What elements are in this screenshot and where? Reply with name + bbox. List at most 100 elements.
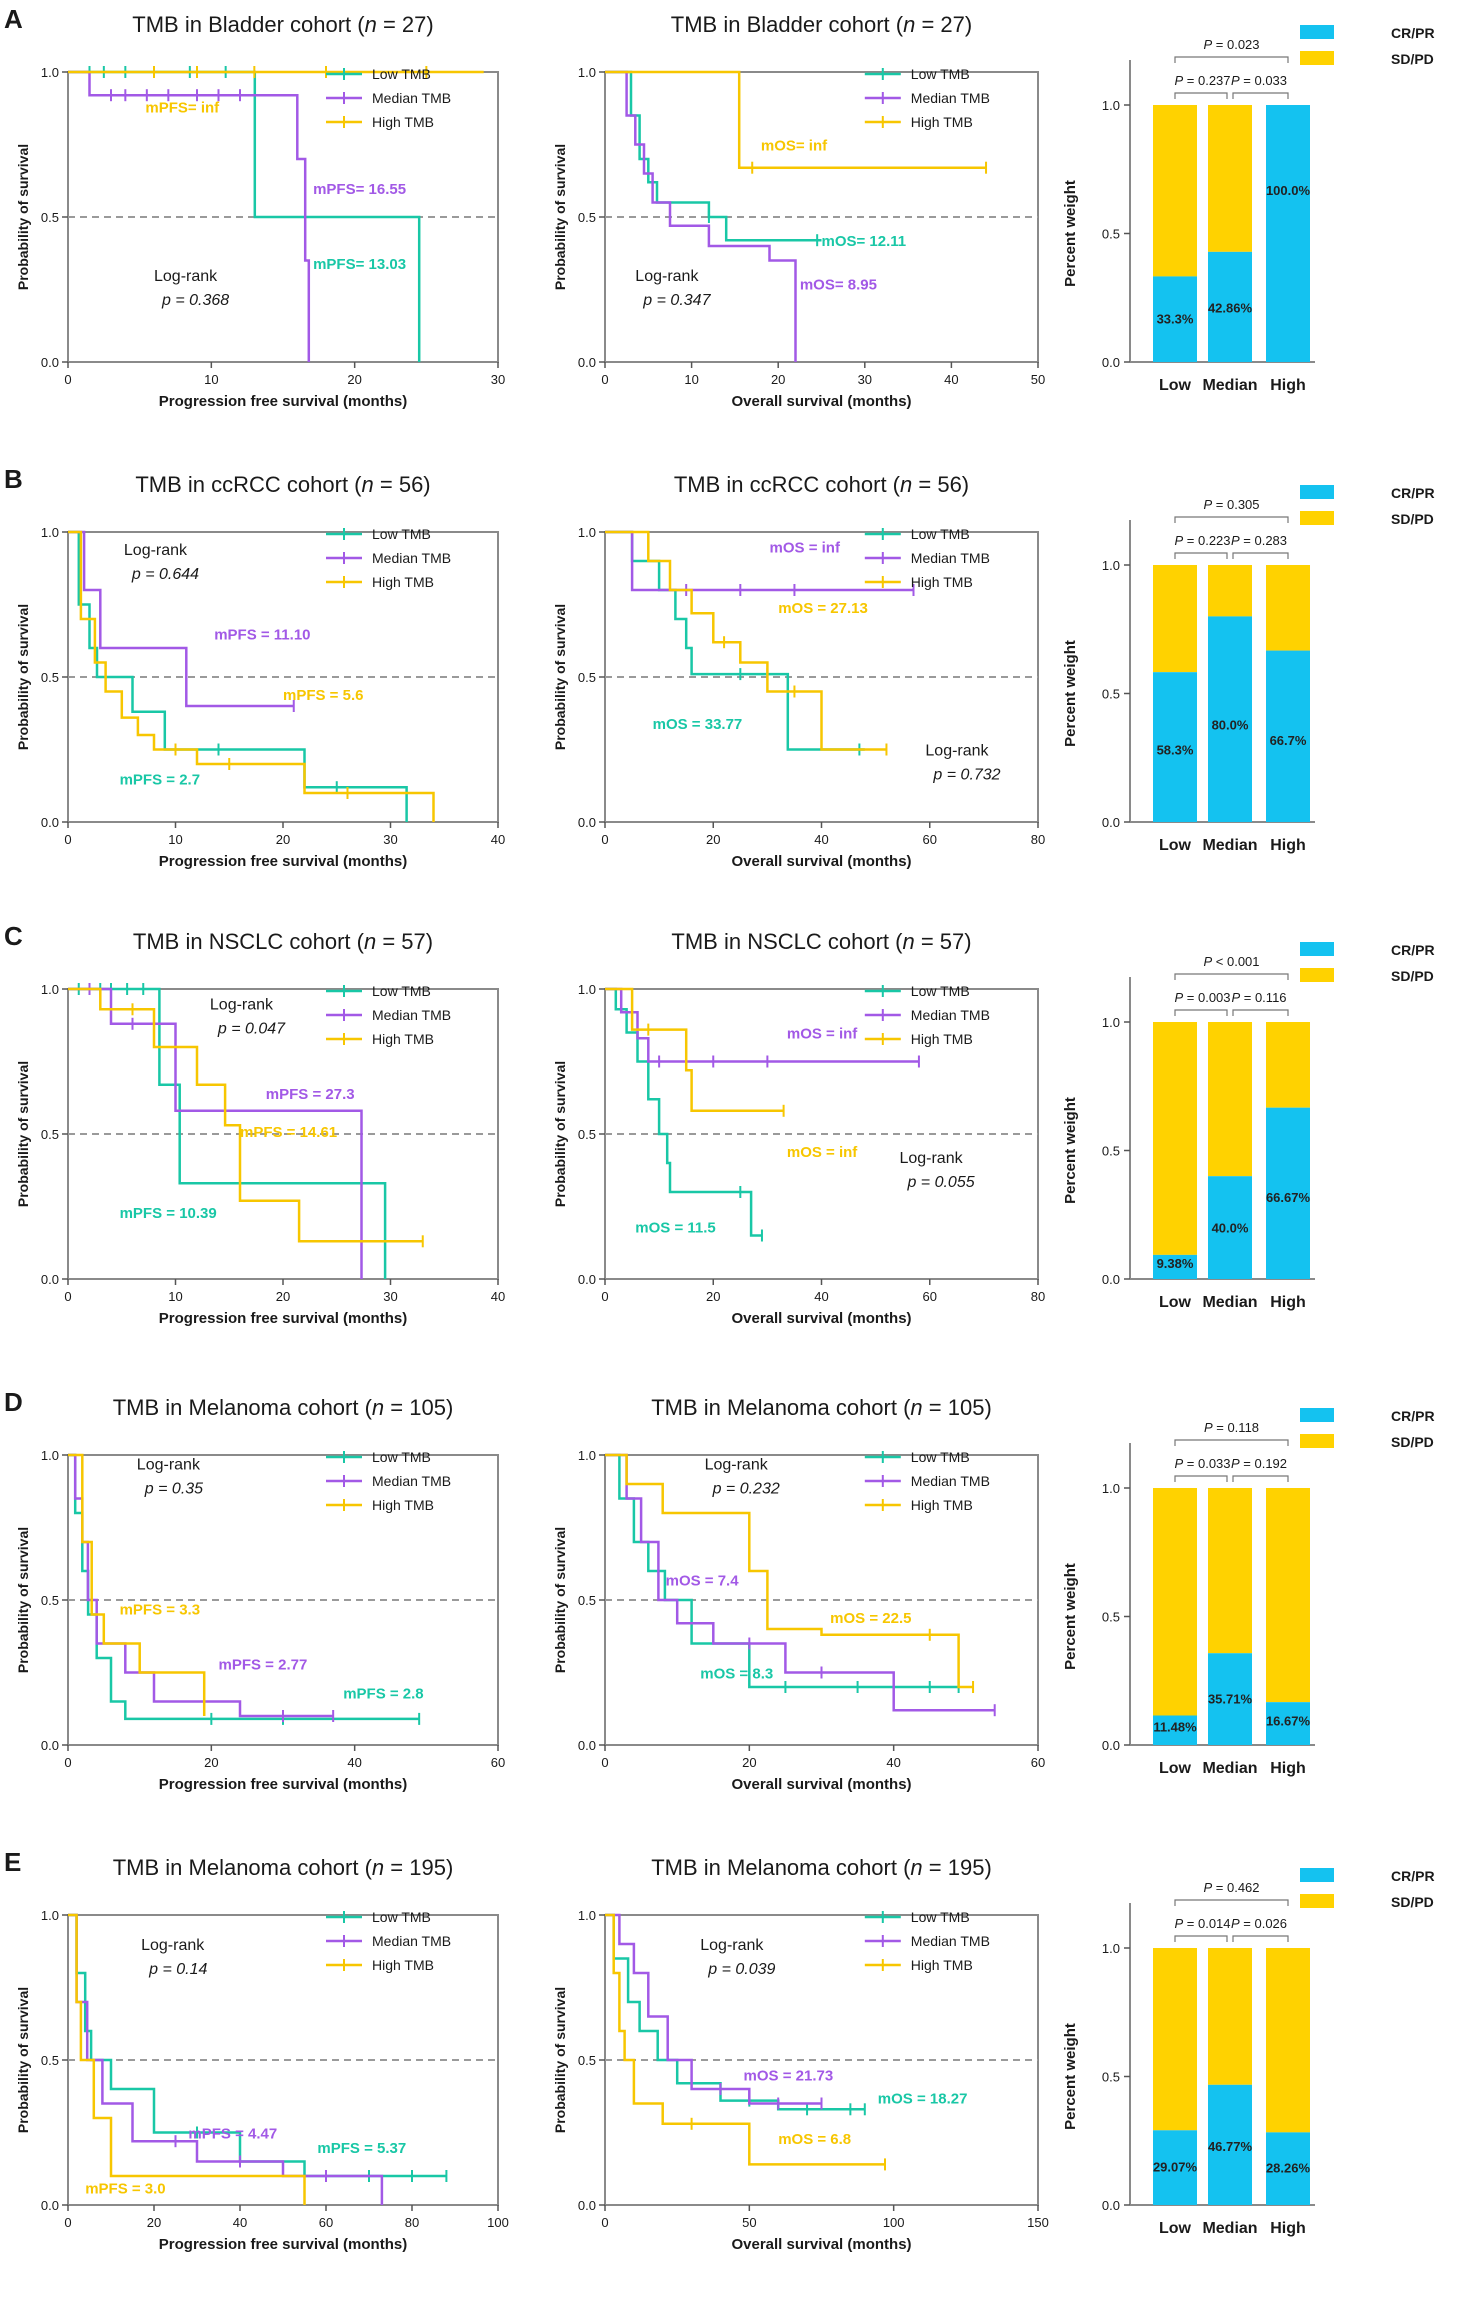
bar-crpr-low <box>1153 1254 1197 1279</box>
y-tick-label: 0.5 <box>578 210 596 225</box>
legend-label-crpr: CR/PR <box>1391 485 1435 501</box>
legend-swatch-crpr <box>1300 1408 1334 1422</box>
bar-crpr-high <box>1266 1107 1310 1279</box>
x-tick-label: 40 <box>491 1289 505 1304</box>
bar-sdpd-median <box>1208 105 1252 252</box>
bar-sdpd-median <box>1208 1488 1252 1654</box>
pvalue-symbol: P <box>1174 1916 1183 1931</box>
pvalue-median-high: P = 0.283 <box>1231 533 1287 548</box>
median-annotation: mOS = inf <box>770 539 841 556</box>
legend-label-median: Median TMB <box>911 90 990 106</box>
y-tick-label: 0.5 <box>1102 687 1120 702</box>
x-tick-label: 30 <box>491 372 505 387</box>
bar-value-label: 66.67% <box>1266 1190 1311 1205</box>
x-axis-label: Overall survival (months) <box>731 1310 911 1327</box>
logrank-label: Log-rank <box>141 1937 205 1954</box>
legend-label-low: Low TMB <box>911 66 970 82</box>
y-tick-label: 1.0 <box>578 65 596 80</box>
x-category-label: High <box>1270 2220 1306 2237</box>
series-line-median-tmb <box>68 1453 334 1718</box>
km-chart-C-os: TMB in NSCLC cohort (n = 57) 0.0 0.5 1.0 0 20… <box>552 929 1045 1327</box>
x-tick-label: 50 <box>1031 372 1045 387</box>
median-annotation: mOS = inf <box>787 1025 858 1042</box>
bar-crpr-low <box>1153 672 1197 822</box>
pvalue-median-high: P = 0.116 <box>1231 990 1286 1005</box>
chart-title-n: n <box>902 929 914 954</box>
panel-letter-C: C <box>4 921 23 951</box>
y-tick-label: 0.0 <box>41 1272 59 1287</box>
chart-title-prefix: TMB in NSCLC cohort ( <box>671 929 903 954</box>
legend-label-median: Median TMB <box>911 1933 990 1949</box>
logrank-label: Log-rank <box>210 996 274 1013</box>
chart-title-prefix: TMB in Melanoma cohort ( <box>113 1855 373 1880</box>
bar-sdpd-high <box>1266 1488 1310 1703</box>
bar-crpr-median <box>1208 1176 1252 1279</box>
y-tick-label: 1.0 <box>41 525 59 540</box>
bar-sdpd-high <box>1266 1022 1310 1108</box>
pvalue-overall: P = 0.023 <box>1203 37 1259 52</box>
y-tick-label: 0.5 <box>578 1127 596 1142</box>
km-chart-B-pfs: TMB in ccRCC cohort (n = 56) 0.0 0.5 1.0 0 10… <box>15 472 505 870</box>
legend-label-crpr: CR/PR <box>1391 25 1435 41</box>
chart-title-n: n <box>365 12 377 37</box>
pvalue-symbol: P <box>1231 1456 1240 1471</box>
x-tick-label: 20 <box>276 1289 290 1304</box>
x-tick-label: 60 <box>923 1289 937 1304</box>
x-tick-label: 40 <box>347 1755 361 1770</box>
logrank-label: Log-rank <box>700 1937 764 1954</box>
pvalue-bracket <box>1232 552 1289 559</box>
pvalue-bracket <box>1232 1009 1289 1016</box>
legend-swatch-sdpd <box>1300 968 1334 982</box>
x-category-label: High <box>1270 837 1306 854</box>
x-tick-label: 40 <box>944 372 958 387</box>
bar-chart-E: 0.0 0.5 1.0 Percent weight 29.07% Low 46.77% Me… <box>1062 1868 1435 2237</box>
x-tick-label: 60 <box>319 2215 333 2230</box>
x-tick-label: 40 <box>233 2215 247 2230</box>
series-line-high-tmb <box>605 530 887 751</box>
y-tick-label: 0.0 <box>1102 1738 1120 1753</box>
series-line-median-tmb <box>68 70 311 362</box>
pvalue-number: = 0.023 <box>1212 37 1259 52</box>
y-tick-label: 0.5 <box>578 1593 596 1608</box>
x-tick-label: 30 <box>383 1289 397 1304</box>
chart-title: TMB in ccRCC cohort (n = 56) <box>135 472 430 497</box>
x-category-label: Low <box>1159 1760 1192 1777</box>
legend-label-sdpd: SD/PD <box>1391 1894 1434 1910</box>
median-annotation: mOS = 18.27 <box>878 2091 968 2108</box>
chart-title-suffix: = 105) <box>923 1395 992 1420</box>
y-tick-label: 0.0 <box>1102 815 1120 830</box>
y-tick-label: 0.0 <box>41 1738 59 1753</box>
legend-label-low: Low TMB <box>911 1909 970 1925</box>
km-chart-D-pfs: TMB in Melanoma cohort (n = 105) 0.0 0.5 1.… <box>15 1395 505 1793</box>
chart-title: TMB in ccRCC cohort (n = 56) <box>674 472 969 497</box>
y-tick-label: 0.5 <box>41 2053 59 2068</box>
series-line-median-tmb <box>68 530 294 708</box>
chart-title-suffix: = 195) <box>923 1855 992 1880</box>
x-tick-label: 60 <box>1031 1755 1045 1770</box>
x-tick-label: 80 <box>1031 832 1045 847</box>
pvalue-symbol: P <box>1231 990 1240 1005</box>
pvalue-number: = 0.305 <box>1212 497 1259 512</box>
pvalue-symbol: P <box>1231 1916 1240 1931</box>
chart-title: TMB in Melanoma cohort (n = 195) <box>113 1855 454 1880</box>
x-tick-label: 20 <box>771 372 785 387</box>
bar-chart-D: 0.0 0.5 1.0 Percent weight 11.48% Low 35.71% Me… <box>1062 1408 1435 1777</box>
km-chart-E-os: TMB in Melanoma cohort (n = 195) 0.0 0.5 1.… <box>552 1855 1049 2253</box>
x-tick-label: 30 <box>858 372 872 387</box>
legend-label-crpr: CR/PR <box>1391 1868 1435 1884</box>
series-line-high-tmb <box>605 1913 885 2166</box>
series-line-median-tmb <box>605 1453 995 1712</box>
km-chart-E-pfs: TMB in Melanoma cohort (n = 195) 0.0 0.5 1.… <box>15 1855 509 2253</box>
bar-crpr-high <box>1266 105 1310 362</box>
chart-title-n: n <box>910 1395 922 1420</box>
x-tick-label: 60 <box>491 1755 505 1770</box>
bar-sdpd-median <box>1208 565 1252 617</box>
pvalue-symbol: P <box>1203 37 1212 52</box>
y-tick-label: 0.0 <box>1102 355 1120 370</box>
y-axis-label: Percent weight <box>1062 1563 1079 1670</box>
series-line-low-tmb <box>605 530 865 751</box>
y-tick-label: 0.5 <box>41 210 59 225</box>
bar-sdpd-low <box>1153 565 1197 673</box>
logrank-pvalue: p = 0.644 <box>131 566 199 583</box>
y-tick-label: 0.5 <box>578 2053 596 2068</box>
